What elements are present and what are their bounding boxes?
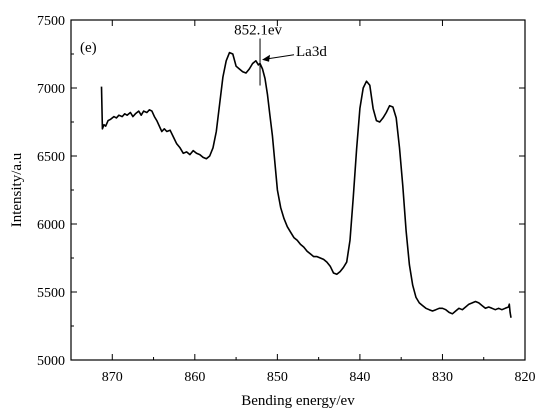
series-line xyxy=(100,51,512,318)
x-axis-ticks: 870 860 850 840 830 820 xyxy=(70,20,536,385)
x-tick-label: 830 xyxy=(432,370,453,385)
y-tick-label: 6000 xyxy=(37,218,65,233)
y-axis-title: Intensity/a.u xyxy=(9,152,25,227)
y-axis-ticks: 5000 5500 6000 6500 7000 7500 xyxy=(37,14,525,369)
la3d-arrow-head xyxy=(262,54,271,62)
x-tick-label: 860 xyxy=(184,370,205,385)
y-tick-label: 6500 xyxy=(37,150,65,165)
x-tick-label: 850 xyxy=(267,370,288,385)
y-tick-label: 7000 xyxy=(37,82,65,97)
x-tick-label: 820 xyxy=(515,370,536,385)
y-tick-label: 7500 xyxy=(37,14,65,29)
la3d-arrow-line xyxy=(267,54,295,60)
panel-label: (e) xyxy=(80,40,97,56)
la3d-label: La3d xyxy=(296,44,327,60)
peak-marker-label: 852.1ev xyxy=(234,23,282,39)
x-tick-label: 870 xyxy=(102,370,123,385)
x-axis-title: Bending energy/ev xyxy=(241,393,355,409)
y-tick-label: 5000 xyxy=(37,354,65,369)
y-tick-label: 5500 xyxy=(37,286,65,301)
x-tick-label: 840 xyxy=(349,370,370,385)
